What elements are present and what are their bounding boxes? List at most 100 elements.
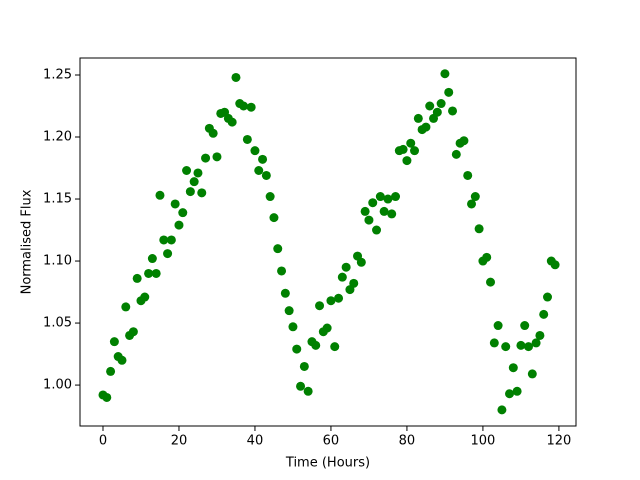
data-point: [265, 192, 275, 202]
data-point: [189, 177, 199, 187]
data-point: [349, 278, 359, 288]
y-tick-label: 1.15: [43, 192, 72, 207]
data-point: [383, 194, 393, 204]
data-point: [448, 106, 458, 116]
data-point: [151, 268, 161, 278]
data-point: [292, 344, 302, 354]
data-point: [102, 392, 112, 402]
data-point: [277, 266, 287, 276]
data-point: [163, 249, 173, 259]
data-point: [330, 342, 340, 352]
data-point: [410, 146, 420, 156]
data-point: [299, 361, 309, 371]
data-point: [273, 244, 283, 254]
data-point: [459, 136, 469, 146]
x-tick-label: 100: [471, 434, 496, 449]
x-tick-label: 20: [171, 434, 188, 449]
x-tick-label: 60: [323, 434, 340, 449]
data-point: [413, 113, 423, 123]
y-axis-label: Normalised Flux: [20, 189, 35, 294]
data-point: [436, 99, 446, 109]
data-point: [155, 190, 165, 200]
y-tick-label: 1.05: [43, 316, 72, 331]
data-point: [185, 187, 195, 197]
data-point: [539, 309, 549, 319]
data-point: [334, 293, 344, 303]
data-point: [337, 272, 347, 282]
data-point: [246, 102, 256, 112]
data-point: [440, 69, 450, 79]
data-point: [212, 152, 222, 162]
y-tick-label: 1.25: [43, 67, 72, 82]
data-point: [284, 306, 294, 316]
data-point: [193, 168, 203, 178]
data-point: [486, 277, 496, 287]
data-point: [166, 235, 176, 245]
data-point: [508, 363, 518, 373]
data-point: [288, 322, 298, 332]
data-point: [368, 198, 378, 208]
data-point: [322, 323, 332, 333]
data-point: [520, 321, 530, 331]
data-point: [535, 330, 545, 340]
data-point: [543, 292, 553, 302]
data-point: [501, 342, 511, 352]
data-point: [117, 355, 127, 365]
data-point: [432, 107, 442, 117]
data-point: [144, 268, 154, 278]
data-point: [421, 122, 431, 132]
data-point: [364, 215, 374, 225]
data-point: [402, 156, 412, 166]
data-point: [406, 138, 416, 148]
data-point: [250, 146, 260, 156]
data-point: [121, 302, 131, 312]
data-point: [132, 273, 142, 283]
x-tick-label: 40: [247, 434, 264, 449]
data-point: [444, 87, 454, 97]
plot-frame: [79, 57, 577, 427]
data-point: [261, 170, 271, 180]
data-point: [467, 199, 477, 209]
data-point: [379, 206, 389, 216]
data-point: [451, 149, 461, 159]
data-point: [372, 225, 382, 235]
x-axis-label: Time (Hours): [285, 456, 370, 471]
data-point: [326, 296, 336, 306]
y-tick-label: 1.20: [43, 130, 72, 145]
data-point: [493, 321, 503, 331]
x-tick-label: 80: [399, 434, 416, 449]
y-tick-label: 1.00: [43, 378, 72, 393]
data-point: [258, 154, 268, 164]
data-point: [482, 252, 492, 262]
data-point: [109, 337, 119, 347]
data-point: [140, 292, 150, 302]
data-point: [242, 134, 252, 144]
data-point: [197, 188, 207, 198]
data-point: [201, 153, 211, 163]
data-point: [516, 340, 526, 350]
data-point: [303, 386, 313, 396]
data-point: [106, 366, 116, 376]
data-point: [159, 235, 169, 245]
data-point: [474, 224, 484, 234]
data-point: [280, 288, 290, 298]
data-point: [128, 327, 138, 337]
data-point: [524, 342, 534, 352]
data-point: [231, 72, 241, 82]
data-point: [341, 262, 351, 272]
data-point: [512, 386, 522, 396]
data-point: [178, 208, 188, 218]
data-point: [315, 301, 325, 311]
data-point: [254, 165, 264, 175]
data-point: [398, 144, 408, 154]
data-point: [147, 254, 157, 264]
data-point: [375, 192, 385, 202]
data-point: [311, 340, 321, 350]
data-point: [497, 405, 507, 415]
data-point: [505, 389, 515, 399]
data-point: [425, 101, 435, 111]
data-point: [356, 257, 366, 267]
data-point: [360, 206, 370, 216]
data-point: [296, 381, 306, 391]
